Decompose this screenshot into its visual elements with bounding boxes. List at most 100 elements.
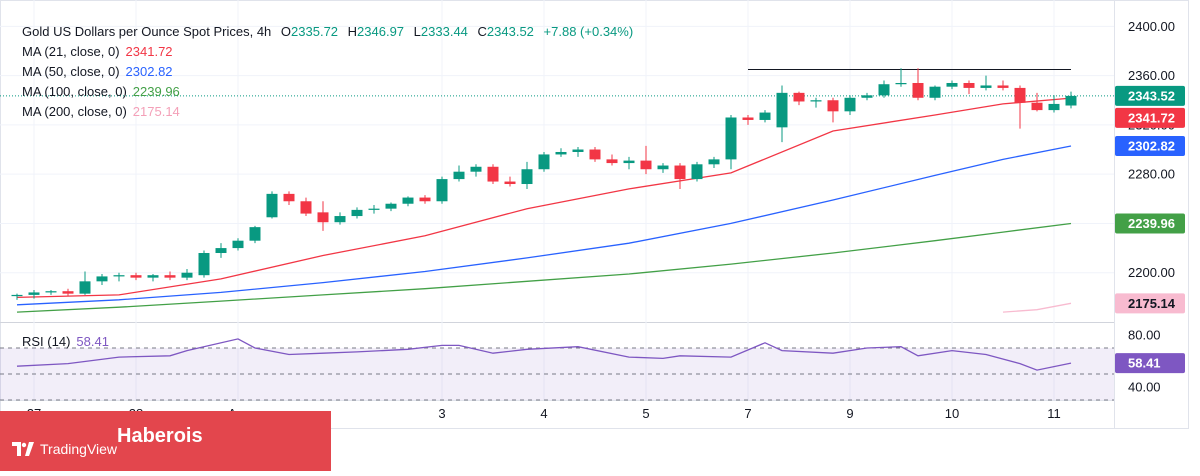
candle-body[interactable]	[912, 82, 924, 98]
candle-body[interactable]	[62, 291, 74, 294]
candle-body[interactable]	[606, 159, 618, 164]
candle-body[interactable]	[147, 275, 159, 278]
candle-body[interactable]	[844, 97, 856, 112]
moving-average-line[interactable]	[16, 97, 1072, 299]
candle-body[interactable]	[1031, 102, 1043, 111]
candle-body[interactable]	[980, 85, 992, 88]
candle-body[interactable]	[351, 209, 363, 217]
candle-body[interactable]	[419, 197, 431, 202]
candle-body[interactable]	[487, 166, 499, 182]
rsi-value: 58.41	[76, 334, 109, 349]
price-tick-label: 2360.00	[1128, 68, 1175, 83]
candle-body[interactable]	[827, 100, 839, 112]
tradingview-text: TradingView	[40, 441, 118, 457]
candle-body[interactable]	[249, 227, 261, 241]
rsi-tick-label: 40.00	[1128, 380, 1161, 395]
candle-body[interactable]	[215, 248, 227, 254]
candle-body[interactable]	[555, 151, 567, 155]
ohlc-header: Gold US Dollars per Ounce Spot Prices, 4…	[22, 22, 633, 42]
candle-body[interactable]	[674, 165, 686, 180]
candle-body[interactable]	[878, 84, 890, 96]
candle-body[interactable]	[45, 291, 57, 293]
indicator-label: MA (200, close, 0)	[22, 104, 127, 119]
candle-body[interactable]	[1048, 103, 1060, 111]
price-tick-label: 2400.00	[1128, 19, 1175, 34]
candle-body[interactable]	[164, 275, 176, 278]
indicator-label: MA (21, close, 0)	[22, 44, 120, 59]
price-value-tag-label: 2341.72	[1128, 110, 1175, 125]
candle-body[interactable]	[861, 95, 873, 98]
candle-body[interactable]	[946, 82, 958, 87]
candle-body[interactable]	[198, 253, 210, 276]
candle-body[interactable]	[334, 216, 346, 223]
time-tick-label: 11	[1047, 406, 1061, 421]
candle-body[interactable]	[759, 112, 771, 120]
candle-body[interactable]	[113, 275, 125, 277]
candle-body[interactable]	[640, 160, 652, 170]
moving-average-line[interactable]	[1002, 302, 1072, 313]
open-label: O	[280, 24, 292, 39]
rsi-label: RSI (14)	[22, 334, 71, 349]
candle-body[interactable]	[368, 208, 380, 210]
candle-body[interactable]	[521, 169, 533, 185]
candle-body[interactable]	[742, 117, 754, 120]
moving-average-line[interactable]	[16, 222, 1072, 313]
candle-body[interactable]	[572, 149, 584, 152]
candle-body[interactable]	[997, 85, 1009, 88]
candle-body[interactable]	[436, 179, 448, 202]
rsi-legend[interactable]: RSI (14) 58.41	[22, 334, 109, 349]
candle-body[interactable]	[181, 272, 193, 278]
candle-body[interactable]	[1065, 95, 1077, 106]
candle-body[interactable]	[708, 159, 720, 165]
candle-body[interactable]	[317, 212, 329, 223]
candle-body[interactable]	[776, 92, 788, 128]
time-tick-label: 9	[846, 406, 853, 421]
candle-body[interactable]	[402, 197, 414, 204]
candle-body[interactable]	[300, 201, 312, 214]
price-value-tag	[1115, 85, 1185, 106]
candle-body[interactable]	[691, 164, 703, 180]
candle-body[interactable]	[589, 149, 601, 160]
candle-body[interactable]	[266, 193, 278, 218]
high-label: H	[347, 24, 358, 39]
candle-body[interactable]	[28, 292, 40, 295]
candle-body[interactable]	[79, 281, 91, 294]
candle-body[interactable]	[929, 86, 941, 98]
candle-body[interactable]	[232, 240, 244, 249]
indicator-label: MA (100, close, 0)	[22, 84, 127, 99]
low-label: L	[413, 24, 421, 39]
rsi-line[interactable]	[16, 338, 1072, 371]
tradingview-icon	[12, 442, 34, 456]
candle-body[interactable]	[96, 276, 108, 282]
candle-body[interactable]	[1014, 87, 1026, 103]
candle-body[interactable]	[810, 100, 822, 102]
candle-body[interactable]	[963, 82, 975, 88]
candle-body[interactable]	[657, 165, 669, 170]
candle-body[interactable]	[385, 203, 397, 209]
indicator-ma50[interactable]: MA (50, close, 0) 2302.82	[22, 62, 633, 82]
candle-body[interactable]	[470, 166, 482, 172]
candle-body[interactable]	[504, 181, 516, 185]
candle-body[interactable]	[623, 160, 635, 164]
close-label: C	[477, 24, 487, 39]
tradingview-logo[interactable]: TradingView	[12, 441, 117, 457]
candle-body[interactable]	[283, 193, 295, 202]
candle-body[interactable]	[793, 92, 805, 102]
indicator-ma200[interactable]: MA (200, close, 0) 2175.14	[22, 102, 633, 122]
indicator-ma100[interactable]: MA (100, close, 0) 2239.96	[22, 82, 633, 102]
candle-body[interactable]	[725, 117, 737, 160]
candle-body[interactable]	[895, 82, 907, 85]
price-value-tag	[1115, 213, 1185, 234]
candle-body[interactable]	[130, 275, 142, 278]
chart-frame	[0, 0, 1189, 429]
moving-average-line[interactable]	[16, 145, 1072, 306]
price-value-tag	[1115, 136, 1185, 157]
candle-body[interactable]	[453, 171, 465, 180]
indicator-ma21[interactable]: MA (21, close, 0) 2341.72	[22, 42, 633, 62]
chart-legend: Gold US Dollars per Ounce Spot Prices, 4…	[22, 22, 633, 122]
candle-body[interactable]	[538, 154, 550, 170]
time-tick-label: 5	[642, 406, 649, 421]
price-value-tag-label: 2175.14	[1128, 296, 1176, 311]
price-tick-label: 2200.00	[1128, 265, 1175, 280]
candle-body[interactable]	[11, 294, 23, 297]
